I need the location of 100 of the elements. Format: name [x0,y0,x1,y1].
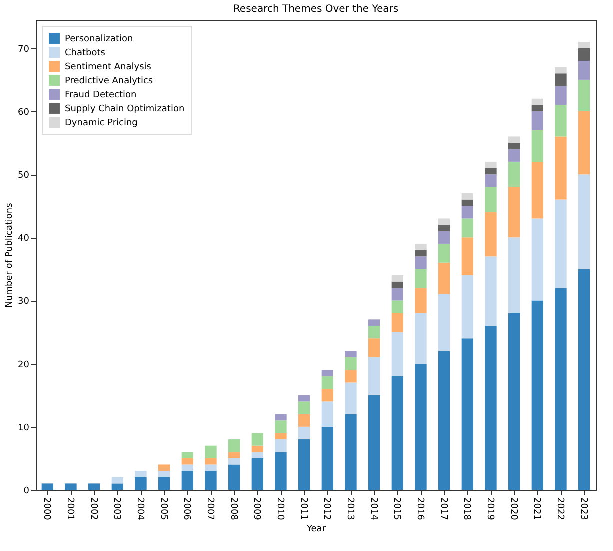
x-tick-label: 2008 [228,498,238,521]
legend-label: Fraud Detection [65,90,137,100]
bar [578,174,590,270]
bar [438,294,450,352]
bar [438,244,450,263]
x-tick-label: 2017 [438,498,448,520]
bar [182,458,194,465]
bar [252,458,264,490]
legend-label: Dynamic Pricing [65,118,138,128]
bar [182,452,194,458]
bar [462,238,474,276]
x-tick-label: 2018 [462,498,472,521]
bar [322,389,334,402]
bar [65,484,77,490]
bar [158,471,170,478]
y-tick-label: 0 [24,486,30,496]
bar [578,48,590,62]
x-tick-label: 2010 [275,498,285,521]
bar [555,105,567,137]
bar [415,364,427,490]
bar [298,414,310,427]
bar [578,269,590,490]
bar [532,300,544,490]
bar [205,471,217,490]
bar [392,282,404,288]
bar [298,440,310,490]
bar [485,174,497,188]
bar [205,464,217,472]
x-tick-label: 2006 [182,498,192,521]
y-tick-label: 20 [18,360,30,370]
bar [345,358,357,370]
bar [228,458,240,465]
x-tick-label: 2015 [392,498,402,520]
bar [438,218,450,226]
bar [415,244,427,250]
legend-label: Personalization [65,34,134,44]
bar [345,370,357,383]
bar [135,471,147,478]
bar [485,212,497,257]
y-tick-label: 10 [18,423,30,434]
bar [158,464,170,472]
bar [508,238,520,314]
y-axis-title: Number of Publications [5,202,16,308]
bar [578,111,590,175]
bar [392,332,404,376]
bar [555,288,567,490]
bar [392,276,404,282]
bar [438,225,450,232]
x-tick-label: 2005 [158,498,168,520]
bar [252,452,264,458]
bar [298,395,310,402]
bar [485,162,497,168]
bar [438,351,450,490]
bar [415,250,427,257]
x-tick-label: 2021 [532,498,542,520]
x-tick-label: 2014 [368,498,378,521]
bar [42,484,54,490]
bar [532,111,544,130]
x-tick-label: 2016 [415,498,425,521]
bar [462,200,474,206]
bar [345,351,357,358]
bar [392,313,404,332]
x-tick-label: 2004 [135,498,145,521]
bar [205,458,217,465]
x-tick-label: 2011 [298,498,308,520]
bar [532,98,544,106]
bar [252,446,264,452]
bar [508,136,520,144]
bar [275,433,287,440]
bar [298,426,310,440]
bar [275,414,287,421]
bar [485,256,497,326]
bar [182,471,194,490]
bar [438,231,450,244]
bar [555,200,567,288]
bar [345,382,357,414]
bar [228,440,240,452]
y-tick-label: 40 [18,234,30,244]
bar [415,288,427,314]
bar [578,42,590,48]
bar [532,130,544,162]
bar [368,395,380,490]
y-tick-label: 30 [18,297,30,308]
bar [485,168,497,175]
bar [532,162,544,219]
x-tick-label: 2013 [345,498,355,520]
bar [275,452,287,490]
legend-label: Sentiment Analysis [65,62,152,72]
bar [392,376,404,490]
bar [322,370,334,376]
bar [345,414,357,490]
bar [368,320,380,326]
bar [555,67,567,74]
bar [112,484,124,490]
legend-label: Supply Chain Optimization [65,104,185,114]
bar [508,187,520,238]
x-tick-label: 2007 [205,498,215,520]
bar [532,105,544,112]
bar [158,477,170,490]
bar [485,326,497,490]
